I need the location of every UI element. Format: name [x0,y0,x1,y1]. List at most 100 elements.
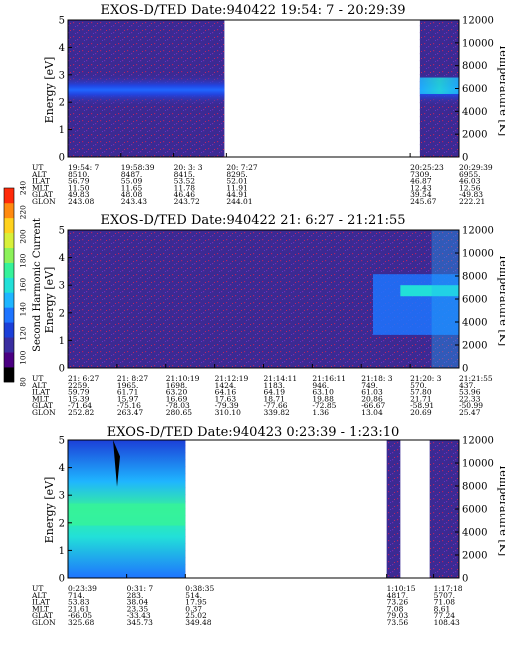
panel-3-energy-label: Energy [eV] [43,477,56,544]
energy-tick-label: 4 [59,463,65,474]
panel-1-blue-band [68,74,225,105]
temperature-tick-label: 4000 [462,528,487,539]
temperature-tick-label: 8000 [462,482,487,493]
orbit-row-label: GLON [32,197,56,206]
orbit-value: 71.08 [434,598,456,607]
colorbar-frame [3,187,15,383]
orbit-value: 61.71 [117,388,138,397]
panel-3-energy-ticks: 0 1 2 3 4 5 [59,436,72,585]
panel-3: EXOS-D/TED Date:940423 0:23:39 - 1:23:10… [31,425,505,627]
orbit-value: 514. [185,591,202,600]
orbit-value: 21:14:11 [264,374,298,383]
colorbar-swatch [4,247,14,263]
colorbar-tick-label: 220 [19,205,28,220]
orbit-value: 52.01 [226,177,247,186]
orbit-value: 73.26 [387,598,409,607]
energy-tick-label: 4 [59,43,65,54]
orbit-value: 79.03 [387,611,409,620]
colorbar-swatch [4,337,14,353]
colorbar-swatch [4,367,14,383]
energy-tick-label: 3 [59,281,65,292]
colorbar-tick-label: 200 [19,229,28,244]
orbit-value: 1.36 [312,408,329,417]
panel-1-cyan-band [419,77,459,94]
orbit-value: 21: 6:27 [68,374,100,383]
temperature-tick-label: 8000 [462,61,487,72]
panel-3-noise-texture [386,440,401,578]
panel-1-title: EXOS-D/TED Date:940422 19:54: 7 - 20:29:… [101,3,406,18]
colorbar-tick-label: 240 [19,181,28,196]
orbit-value: 21:20: 3 [410,374,442,383]
temperature-tick-label: 10000 [462,249,494,260]
orbit-value: 349.48 [185,618,211,627]
orbit-value: 325.68 [68,618,94,627]
orbit-value: -75.16 [117,401,141,410]
colorbar-tick-label: 80 [19,377,28,387]
orbit-value: 2259. [68,381,89,390]
orbit-value: 11.91 [226,183,247,192]
orbit-value: -66.67 [361,401,385,410]
panel-3-plot-area [67,439,460,579]
orbit-value: 8415. [174,170,195,179]
orbit-value: 243.43 [121,197,147,206]
colorbar-tick-label: 140 [19,302,28,317]
orbit-row-label: ALT [31,170,47,179]
orbit-value: 38.04 [127,598,149,607]
orbit-value: 1424. [215,381,236,390]
orbit-value: 21:18: 3 [361,374,393,383]
temperature-tick-label: 2000 [462,130,487,141]
colorbar-swatch [4,217,14,234]
orbit-value: -66.05 [68,611,92,620]
orbit-value: 21:21:55 [459,374,493,383]
orbit-value: 8295. [226,170,247,179]
energy-tick-label: 2 [59,308,65,319]
temperature-tick-label: 6000 [462,295,487,306]
panel-1-temperature-ticks: 0 2000 4000 6000 8000 10000 12000 [455,16,494,164]
orbit-value: 245.67 [410,197,436,206]
orbit-value: -79.39 [215,401,239,410]
orbit-row-label: MLT [32,183,49,192]
orbit-value: 345.73 [127,618,153,627]
energy-tick-label: 5 [59,16,65,27]
orbit-row-label: GLAT [32,611,53,620]
orbit-value: 57.80 [410,388,432,397]
energy-tick-label: 5 [59,436,65,447]
energy-tick-label: 2 [59,98,65,109]
orbit-row-label: ILAT [32,388,50,397]
orbit-row-label: UT [32,584,43,593]
orbit-value: 19:58:39 [121,163,155,172]
temperature-tick-label: 2000 [462,551,487,562]
panel-2-blue-patch [372,274,459,335]
orbit-value: -58.91 [410,401,434,410]
panel-2-edge-glow [431,230,459,368]
orbit-value: 53.96 [459,388,481,397]
orbit-value: 39.54 [410,190,432,199]
temperature-tick-label: 12000 [462,226,494,237]
temperature-tick-label: 0 [462,153,468,164]
orbit-row-label: GLON [32,618,56,627]
colorbar-swatch [4,202,14,219]
energy-tick-label: 2 [59,518,65,529]
temperature-tick-label: 12000 [462,436,494,447]
energy-tick-label: 0 [59,153,65,164]
orbit-value: 22.33 [459,394,481,403]
orbit-value: 12.56 [459,183,481,192]
orbit-value: 20: 3: 3 [174,163,203,172]
colorbar-swatch [4,188,14,204]
temperature-tick-label: 6000 [462,84,487,95]
orbit-value: 222.21 [459,197,485,206]
orbit-value: 11.50 [68,183,90,192]
panel-3-green-band [68,503,186,526]
orbit-row-label: GLAT [32,401,53,410]
orbit-value: 23.35 [127,604,149,613]
colorbar-swatch [4,307,14,323]
orbit-value: -50.99 [459,401,483,410]
orbit-value: 108.43 [434,618,460,627]
colorbar-swatch [4,277,14,293]
orbit-value: 7309. [410,170,431,179]
orbit-value: -77.66 [264,401,288,410]
orbit-value: 63.20 [166,388,188,397]
orbit-row-label: MLT [32,394,49,403]
colorbar-swatch [4,322,14,338]
